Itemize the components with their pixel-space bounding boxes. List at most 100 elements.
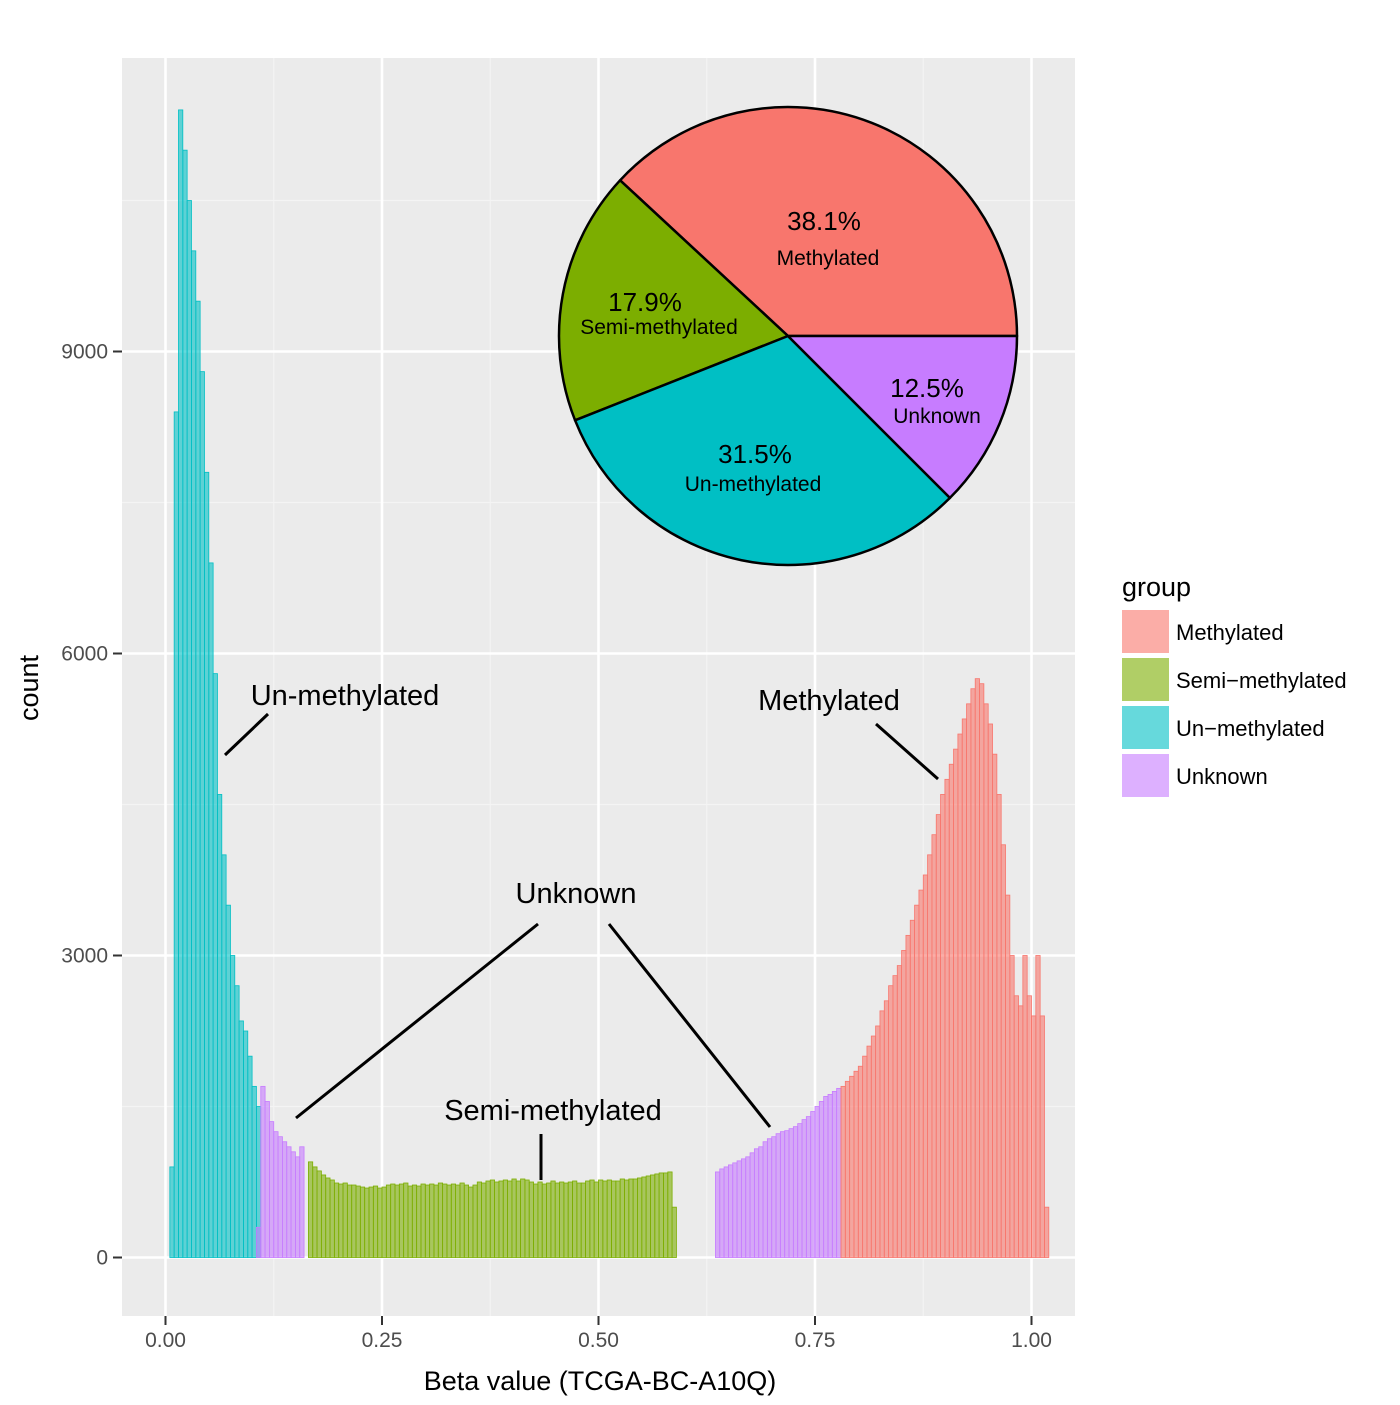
histogram-bar xyxy=(658,1172,664,1258)
histogram-bar xyxy=(745,1156,751,1258)
histogram-bar xyxy=(173,411,179,1258)
histogram-bar xyxy=(450,1183,457,1258)
x-axis-title: Beta value (TCGA-BC-A10Q) xyxy=(424,1366,777,1396)
histogram-bar xyxy=(433,1184,439,1258)
histogram-bar xyxy=(961,718,967,1258)
histogram-bar xyxy=(559,1181,565,1258)
legend-item-unknown: Unknown xyxy=(1122,754,1268,797)
histogram-bar xyxy=(182,149,188,1258)
histogram-bar xyxy=(260,1085,266,1258)
histogram-bar xyxy=(987,723,993,1258)
legend-key-un-methylated xyxy=(1122,706,1169,749)
histogram-bar xyxy=(1022,955,1028,1258)
histogram-bar xyxy=(290,1151,296,1258)
histogram-bar xyxy=(394,1184,400,1258)
histogram-bar xyxy=(779,1131,786,1258)
annotation-unknown: Unknown xyxy=(516,878,637,910)
histogram-bar xyxy=(719,1168,725,1258)
histogram-bar xyxy=(827,1094,833,1258)
histogram-bar xyxy=(186,200,192,1258)
histogram-bar xyxy=(598,1179,604,1258)
histogram-bar xyxy=(372,1185,379,1258)
histogram-bar xyxy=(935,814,941,1258)
histogram-bar xyxy=(749,1152,755,1258)
pie-labels: 38.1% Methylated 17.9% Semi-methylated 3… xyxy=(580,206,981,496)
histogram-bar xyxy=(212,673,218,1258)
legend-key-semi-methylated xyxy=(1122,658,1169,701)
legend-key-methylated xyxy=(1122,610,1169,653)
histogram-bar xyxy=(736,1160,742,1258)
histogram-bar xyxy=(550,1180,556,1258)
legend-title: group xyxy=(1122,572,1191,602)
histogram-bar xyxy=(420,1183,426,1258)
pie-percent-semi-methylated: 17.9% xyxy=(608,287,682,317)
inset-pie-chart xyxy=(557,105,1019,567)
histogram-bar xyxy=(169,1166,175,1258)
histogram-bar xyxy=(502,1179,508,1258)
annotation-methylated: Methylated xyxy=(758,685,900,717)
histogram-bar xyxy=(1035,955,1041,1258)
pie-name-unknown: Unknown xyxy=(893,405,981,428)
histogram-bar xyxy=(217,794,223,1258)
histogram-bar xyxy=(732,1162,738,1258)
histogram-bar xyxy=(1026,995,1032,1258)
series-semi-methylated xyxy=(307,1161,677,1258)
histogram-bar xyxy=(346,1184,353,1258)
histogram-bar xyxy=(446,1184,452,1258)
histogram-bar xyxy=(896,965,903,1258)
histogram-bar xyxy=(948,763,954,1258)
histogram-bar xyxy=(342,1182,348,1258)
histogram-bar xyxy=(489,1179,495,1258)
histogram-bar xyxy=(1009,955,1015,1258)
pie-name-semi-methylated: Semi-methylated xyxy=(580,316,738,339)
histogram-bar xyxy=(953,748,959,1258)
legend-key-unknown xyxy=(1122,754,1169,797)
histogram-bars xyxy=(169,109,1050,1258)
histogram-bar xyxy=(1018,1005,1024,1258)
histogram-bar xyxy=(831,1091,838,1258)
y-tick-label: 0 xyxy=(96,1247,108,1270)
histogram-bar xyxy=(602,1180,608,1258)
histogram-bar xyxy=(862,1055,868,1258)
histogram-bar xyxy=(273,1131,279,1258)
histogram-bar xyxy=(576,1182,582,1258)
histogram-bar xyxy=(615,1180,621,1258)
histogram-bar xyxy=(823,1096,829,1258)
histogram-bar xyxy=(468,1186,474,1258)
histogram-bar xyxy=(403,1182,409,1258)
histogram-bar xyxy=(814,1106,820,1258)
histogram-bar xyxy=(853,1070,859,1258)
histogram-bar xyxy=(351,1184,357,1258)
histogram-bar xyxy=(398,1183,405,1258)
histogram-bar xyxy=(269,1121,275,1258)
histogram-bar xyxy=(671,1206,677,1258)
pie-slice-un-methylated xyxy=(573,334,952,567)
histogram-bar xyxy=(983,703,989,1258)
histogram-bar xyxy=(857,1065,864,1258)
histogram-bar xyxy=(572,1180,578,1258)
histogram-bar xyxy=(801,1119,807,1258)
histogram-bar xyxy=(585,1180,591,1258)
histogram-bar xyxy=(277,1136,283,1258)
histogram-bar xyxy=(494,1181,500,1258)
histogram-bar xyxy=(364,1187,370,1258)
histogram-bar xyxy=(766,1138,773,1258)
histogram-bar xyxy=(1000,844,1006,1258)
histogram-bar xyxy=(1039,1015,1045,1258)
histogram-bar xyxy=(459,1182,465,1258)
histogram-bar xyxy=(922,874,928,1258)
histogram-bar xyxy=(463,1184,469,1258)
histogram-bar xyxy=(840,1085,846,1258)
histogram-bar xyxy=(515,1180,521,1258)
histogram-bar xyxy=(797,1123,803,1258)
x-tick-label: 1.00 xyxy=(1011,1329,1052,1352)
histogram-bar xyxy=(524,1179,530,1258)
histogram-bar xyxy=(849,1075,855,1258)
histogram-bar xyxy=(645,1175,651,1258)
histogram-bar xyxy=(593,1181,599,1258)
legend-label-semi-methylated: Semi−methylated xyxy=(1176,668,1347,693)
histogram-bar xyxy=(753,1148,760,1258)
legend-label-methylated: Methylated xyxy=(1176,620,1284,645)
histogram-bar xyxy=(429,1183,435,1258)
histogram-bar xyxy=(611,1180,617,1258)
